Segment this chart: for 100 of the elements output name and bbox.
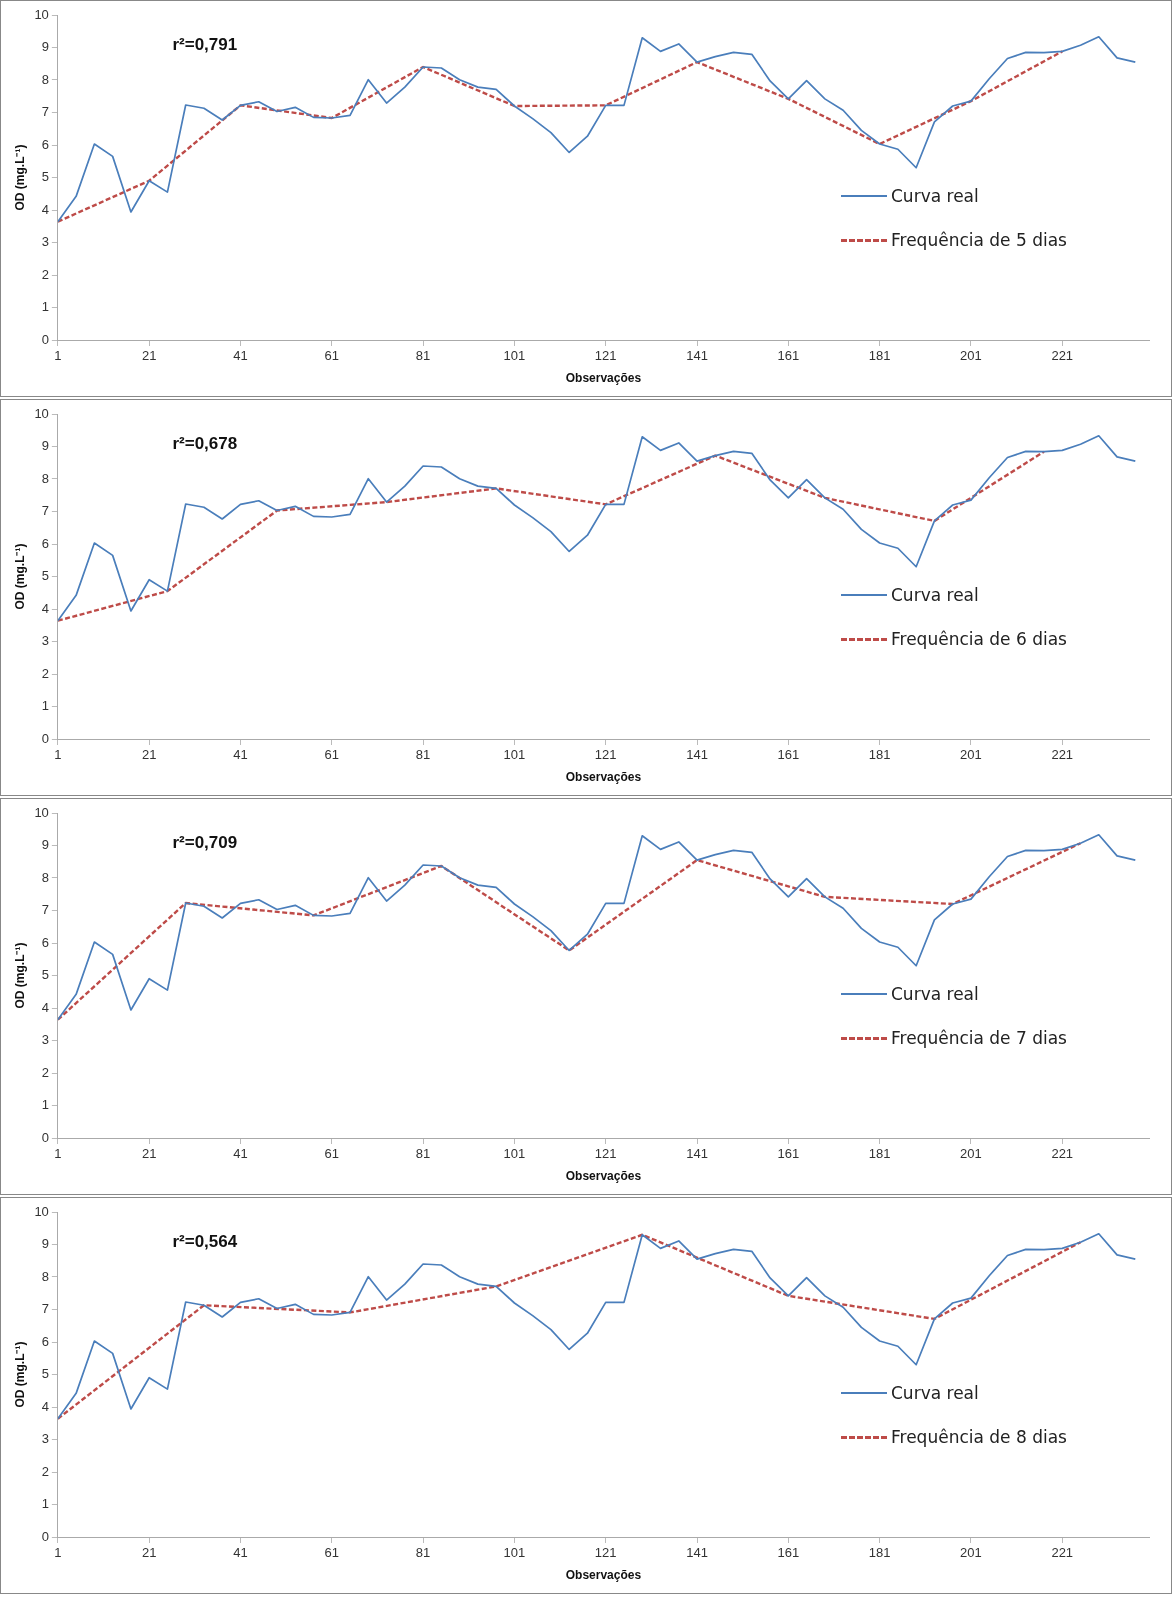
x-tick-label: 61 [324, 1146, 340, 1162]
y-tick-label: 1 [41, 299, 49, 315]
x-tick-label: 121 [594, 1146, 617, 1162]
x-axis-title: Observações [565, 1568, 642, 1583]
x-tick-label: 1 [54, 348, 62, 364]
legend-label: Frequência de 6 dias [891, 629, 1067, 649]
legend-label: Curva real [891, 984, 979, 1004]
legend-label: Frequência de 7 dias [891, 1028, 1067, 1048]
y-tick-label: 4 [41, 201, 49, 217]
legend-label: Curva real [891, 186, 979, 206]
annotation: r²=0,791 [172, 34, 238, 54]
y-tick-label: 4 [41, 1398, 49, 1414]
x-tick-label: 21 [141, 348, 157, 364]
y-tick-label: 5 [41, 1366, 49, 1382]
y-axis-title: OD (mg.L⁻¹) [12, 543, 27, 610]
y-tick-label: 5 [41, 967, 49, 983]
x-axis-title: Observações [565, 371, 642, 386]
legend-label: Frequência de 8 dias [891, 1427, 1067, 1447]
y-tick-label: 0 [41, 1528, 49, 1544]
y-tick-label: 2 [41, 1064, 49, 1080]
y-tick-label: 3 [41, 234, 49, 250]
y-tick-label: 10 [34, 1203, 49, 1219]
y-tick-label: 0 [41, 331, 49, 347]
x-tick-label: 141 [686, 1146, 708, 1162]
y-tick-label: 10 [34, 804, 49, 820]
x-tick-label: 1 [54, 1545, 62, 1561]
y-tick-label: 0 [41, 1129, 49, 1145]
y-tick-label: 2 [41, 266, 49, 282]
y-tick-label: 9 [41, 1236, 49, 1252]
x-tick-label: 41 [233, 747, 248, 763]
y-tick-label: 10 [34, 405, 49, 421]
x-tick-label: 221 [1051, 348, 1074, 364]
y-tick-label: 1 [41, 1496, 49, 1512]
y-axis-title: OD (mg.L⁻¹) [12, 942, 27, 1009]
y-tick-label: 3 [41, 633, 49, 649]
x-tick-label: 61 [324, 1545, 340, 1561]
x-tick-label: 221 [1051, 1545, 1074, 1561]
x-tick-label: 201 [960, 348, 982, 364]
y-tick-label: 1 [41, 698, 49, 714]
y-tick-label: 8 [41, 470, 49, 486]
x-tick-label: 121 [594, 747, 617, 763]
x-tick-label: 81 [415, 1545, 431, 1561]
y-tick-label: 2 [41, 1463, 49, 1479]
x-tick-label: 1 [54, 747, 62, 763]
x-tick-label: 101 [503, 348, 526, 364]
annotation: r²=0,709 [172, 832, 238, 852]
x-axis-title: Observações [565, 1169, 642, 1184]
y-tick-label: 8 [41, 869, 49, 885]
legend-label: Frequência de 5 dias [891, 230, 1067, 250]
x-tick-label: 101 [503, 747, 526, 763]
x-tick-label: 221 [1051, 747, 1074, 763]
y-tick-label: 3 [41, 1431, 49, 1447]
y-tick-label: 7 [41, 902, 49, 918]
x-tick-label: 181 [868, 348, 891, 364]
x-tick-label: 21 [141, 747, 157, 763]
annotation: r²=0,564 [172, 1231, 238, 1251]
y-tick-label: 6 [41, 934, 49, 950]
x-tick-label: 101 [503, 1545, 526, 1561]
x-tick-label: 41 [233, 1146, 248, 1162]
legend-label: Curva real [891, 1383, 979, 1403]
x-tick-label: 201 [960, 1545, 982, 1561]
x-tick-label: 161 [777, 1146, 800, 1162]
y-tick-label: 1 [41, 1097, 49, 1113]
x-tick-label: 201 [960, 1146, 982, 1162]
y-tick-label: 6 [41, 535, 49, 551]
x-tick-label: 221 [1051, 1146, 1074, 1162]
y-tick-label: 7 [41, 104, 49, 120]
x-tick-label: 161 [777, 1545, 800, 1561]
y-tick-label: 8 [41, 71, 49, 87]
y-tick-label: 7 [41, 1301, 49, 1317]
x-tick-label: 61 [324, 348, 340, 364]
x-tick-label: 81 [415, 747, 431, 763]
x-tick-label: 81 [415, 348, 431, 364]
x-tick-label: 41 [233, 348, 248, 364]
x-tick-label: 181 [868, 747, 891, 763]
x-tick-label: 101 [503, 1146, 526, 1162]
legend-label: Curva real [891, 585, 979, 605]
x-tick-label: 161 [777, 348, 800, 364]
x-tick-label: 121 [594, 1545, 617, 1561]
y-tick-label: 4 [41, 999, 49, 1015]
x-tick-label: 121 [594, 348, 617, 364]
x-tick-label: 181 [868, 1545, 891, 1561]
y-tick-label: 6 [41, 136, 49, 152]
x-tick-label: 1 [54, 1146, 62, 1162]
x-tick-label: 201 [960, 747, 982, 763]
y-tick-label: 9 [41, 837, 49, 853]
x-tick-label: 141 [686, 1545, 708, 1561]
y-tick-label: 3 [41, 1032, 49, 1048]
y-axis-title: OD (mg.L⁻¹) [12, 1341, 27, 1408]
x-tick-label: 161 [777, 747, 800, 763]
x-tick-label: 81 [415, 1146, 431, 1162]
y-tick-label: 0 [41, 730, 49, 746]
x-tick-label: 41 [233, 1545, 248, 1561]
y-tick-label: 8 [41, 1268, 49, 1284]
x-tick-label: 141 [686, 348, 708, 364]
y-tick-label: 4 [41, 600, 49, 616]
y-tick-label: 7 [41, 503, 49, 519]
y-tick-label: 9 [41, 39, 49, 55]
y-tick-label: 5 [41, 169, 49, 185]
y-tick-label: 5 [41, 568, 49, 584]
